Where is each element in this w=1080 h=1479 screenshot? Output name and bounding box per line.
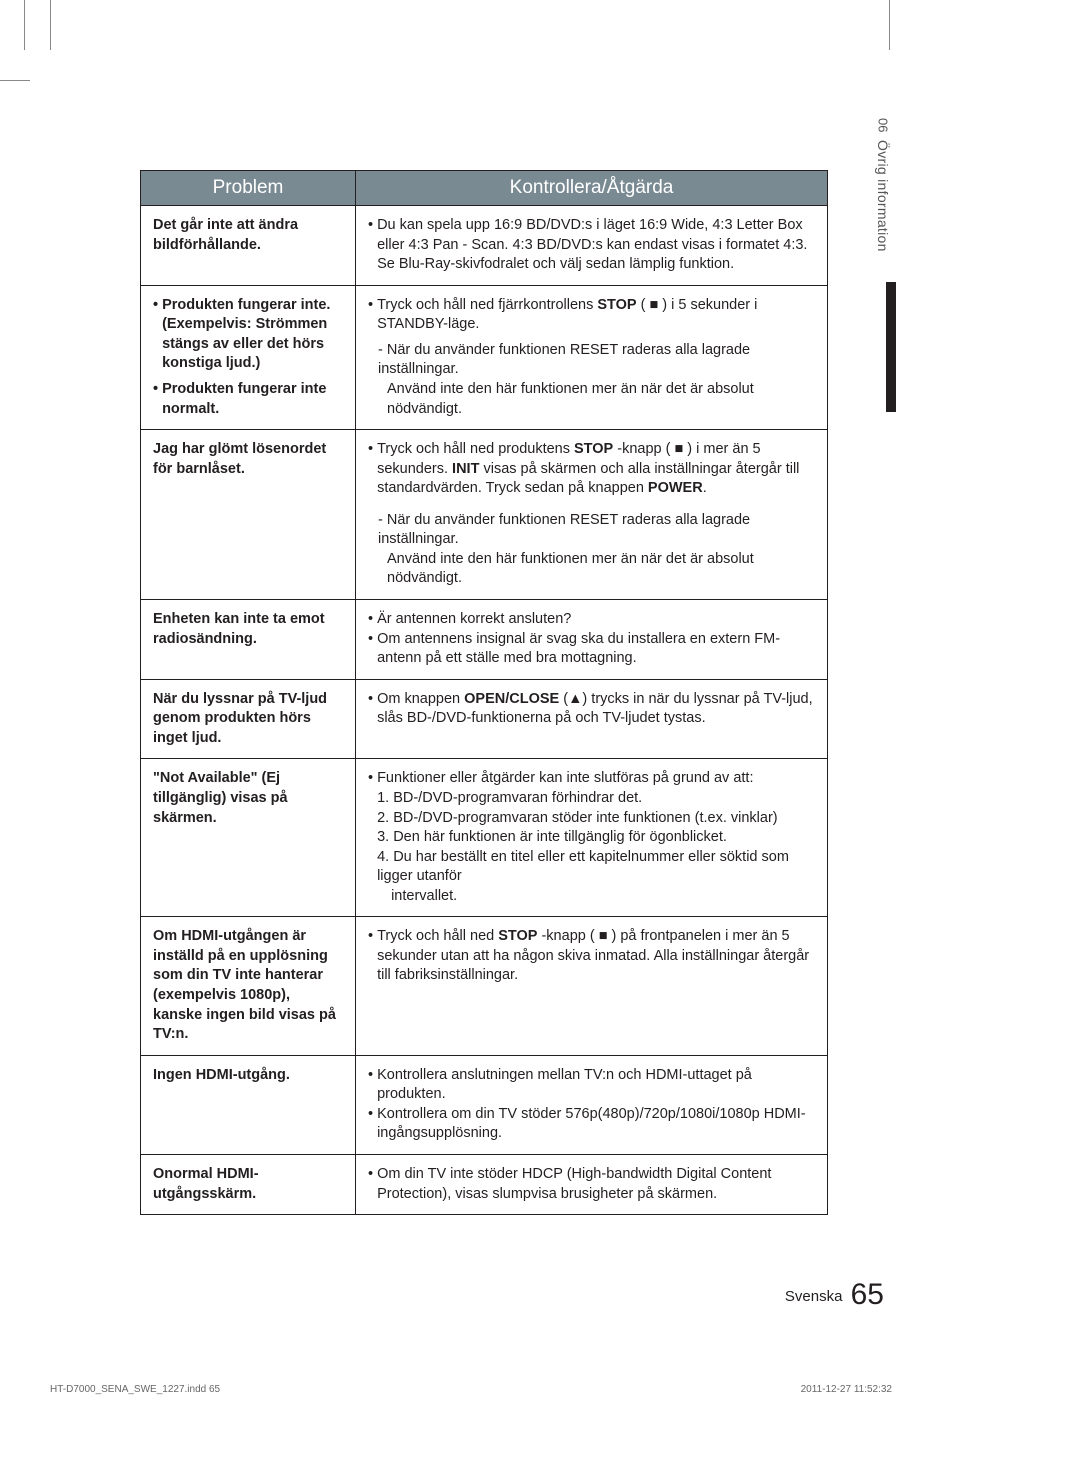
page-number: Svenska 65	[140, 1278, 884, 1312]
crop-mark	[0, 80, 30, 81]
solution-cell: •Kontrollera anslutningen mellan TV:n oc…	[356, 1055, 828, 1154]
problem-cell: Onormal HDMI-utgångsskärm.	[141, 1154, 356, 1214]
crop-mark	[50, 0, 51, 50]
section-label: Övrig information	[875, 140, 891, 252]
doc-file: HT-D7000_SENA_SWE_1227.indd 65	[50, 1384, 220, 1395]
document-footer: HT-D7000_SENA_SWE_1227.indd 65 2011-12-2…	[50, 1384, 892, 1395]
troubleshooting-table: Problem Kontrollera/Åtgärda Det går inte…	[140, 170, 828, 1215]
solution-cell: •Du kan spela upp 16:9 BD/DVD:s i läget …	[356, 206, 828, 286]
problem-cell: När du lyssnar på TV-ljud genom produkte…	[141, 679, 356, 759]
table-row: Jag har glömt lösenordet för barnlåset.•…	[141, 430, 828, 600]
solution-cell: •Tryck och håll ned produktens STOP -kna…	[356, 430, 828, 600]
table-row: "Not Available" (Ej tillgänglig) visas p…	[141, 759, 828, 917]
crop-mark	[24, 0, 25, 50]
table-row: Ingen HDMI-utgång.•Kontrollera anslutnin…	[141, 1055, 828, 1154]
problem-cell: •Produkten fungerar inte.(Exempelvis: St…	[141, 285, 356, 429]
section-number: 06	[876, 118, 891, 132]
page-lang: Svenska	[785, 1288, 843, 1305]
solution-cell: •Tryck och håll ned STOP -knapp ( ■ ) på…	[356, 917, 828, 1055]
problem-cell: Om HDMI-utgången är inställd på en upplö…	[141, 917, 356, 1055]
header-problem: Problem	[141, 171, 356, 206]
solution-cell: •Om din TV inte stöder HDCP (High-bandwi…	[356, 1154, 828, 1214]
table-row: Om HDMI-utgången är inställd på en upplö…	[141, 917, 828, 1055]
problem-cell: Ingen HDMI-utgång.	[141, 1055, 356, 1154]
solution-cell: •Är antennen korrekt ansluten?•Om antenn…	[356, 600, 828, 680]
page-num-value: 65	[847, 1278, 884, 1311]
solution-cell: •Tryck och håll ned fjärrkontrollens STO…	[356, 285, 828, 429]
table-row: Enheten kan inte ta emot radiosändning.•…	[141, 600, 828, 680]
table-row: När du lyssnar på TV-ljud genom produkte…	[141, 679, 828, 759]
table-row: Onormal HDMI-utgångsskärm.•Om din TV int…	[141, 1154, 828, 1214]
problem-cell: Enheten kan inte ta emot radiosändning.	[141, 600, 356, 680]
crop-mark	[889, 0, 890, 50]
side-tab: 06 Övrig information	[872, 118, 894, 252]
problem-cell: Det går inte att ändra bildförhållande.	[141, 206, 356, 286]
doc-date: 2011-12-27 11:52:32	[801, 1384, 892, 1395]
page-footer: Svenska 65	[140, 1278, 884, 1312]
solution-cell: •Om knappen OPEN/CLOSE (▲) trycks in när…	[356, 679, 828, 759]
solution-cell: •Funktioner eller åtgärder kan inte slut…	[356, 759, 828, 917]
table-row: Det går inte att ändra bildförhållande.•…	[141, 206, 828, 286]
page-content: Problem Kontrollera/Åtgärda Det går inte…	[140, 170, 828, 1215]
problem-cell: Jag har glömt lösenordet för barnlåset.	[141, 430, 356, 600]
problem-cell: "Not Available" (Ej tillgänglig) visas p…	[141, 759, 356, 917]
side-index-bar	[886, 282, 896, 412]
header-action: Kontrollera/Åtgärda	[356, 171, 828, 206]
table-row: •Produkten fungerar inte.(Exempelvis: St…	[141, 285, 828, 429]
